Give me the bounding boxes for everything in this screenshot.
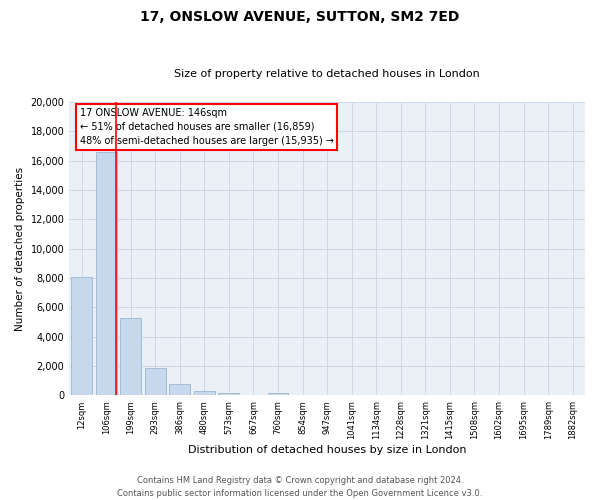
Y-axis label: Number of detached properties: Number of detached properties bbox=[15, 166, 25, 331]
Bar bbox=[95, 152, 116, 396]
Bar bbox=[145, 368, 166, 396]
Bar bbox=[120, 318, 141, 396]
Text: 17, ONSLOW AVENUE, SUTTON, SM2 7ED: 17, ONSLOW AVENUE, SUTTON, SM2 7ED bbox=[140, 10, 460, 24]
Bar bbox=[268, 392, 289, 396]
Bar bbox=[71, 276, 92, 396]
Bar bbox=[194, 391, 215, 396]
Text: 17 ONSLOW AVENUE: 146sqm
← 51% of detached houses are smaller (16,859)
48% of se: 17 ONSLOW AVENUE: 146sqm ← 51% of detach… bbox=[80, 108, 334, 146]
Text: Contains HM Land Registry data © Crown copyright and database right 2024.
Contai: Contains HM Land Registry data © Crown c… bbox=[118, 476, 482, 498]
X-axis label: Distribution of detached houses by size in London: Distribution of detached houses by size … bbox=[188, 445, 466, 455]
Title: Size of property relative to detached houses in London: Size of property relative to detached ho… bbox=[174, 69, 480, 79]
Bar bbox=[169, 384, 190, 396]
Bar bbox=[218, 392, 239, 396]
